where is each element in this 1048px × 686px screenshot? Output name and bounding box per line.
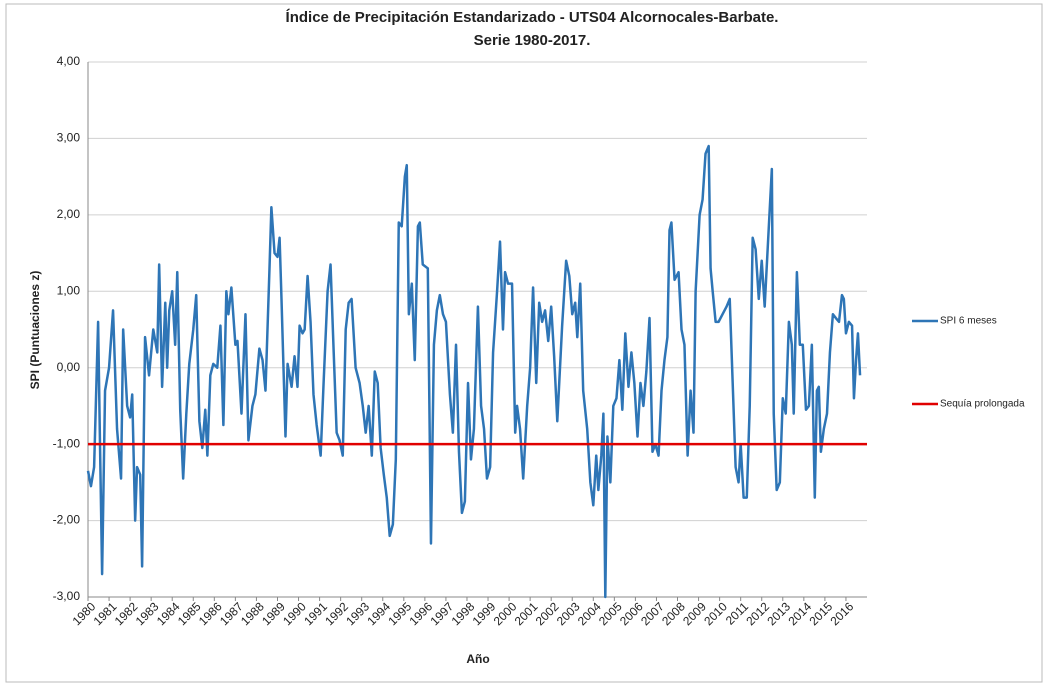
y-axis-label: SPI (Puntuaciones z) (28, 271, 42, 390)
x-axis-label: Año (466, 652, 489, 666)
chart-subtitle: Serie 1980-2017. (474, 32, 591, 49)
chart-frame (5, 3, 1043, 683)
y-tick-label: 3,00 (57, 131, 81, 145)
x-tick-label: 2016 (828, 599, 857, 628)
legend-label: SPI 6 meses (940, 316, 997, 327)
y-tick-label: -2,00 (53, 513, 81, 527)
y-tick-label: 1,00 (57, 283, 81, 297)
y-tick-label: 0,00 (57, 360, 81, 374)
series-line (86, 144, 862, 599)
chart-title: Índice de Precipitación Estandarizado - … (286, 9, 779, 26)
y-tick-label: 2,00 (57, 207, 81, 221)
y-tick-label: -1,00 (53, 436, 81, 450)
legend-label: Sequía prolongada (940, 399, 1025, 410)
y-tick-label: -3,00 (53, 589, 81, 603)
y-tick-label: 4,00 (57, 54, 81, 68)
